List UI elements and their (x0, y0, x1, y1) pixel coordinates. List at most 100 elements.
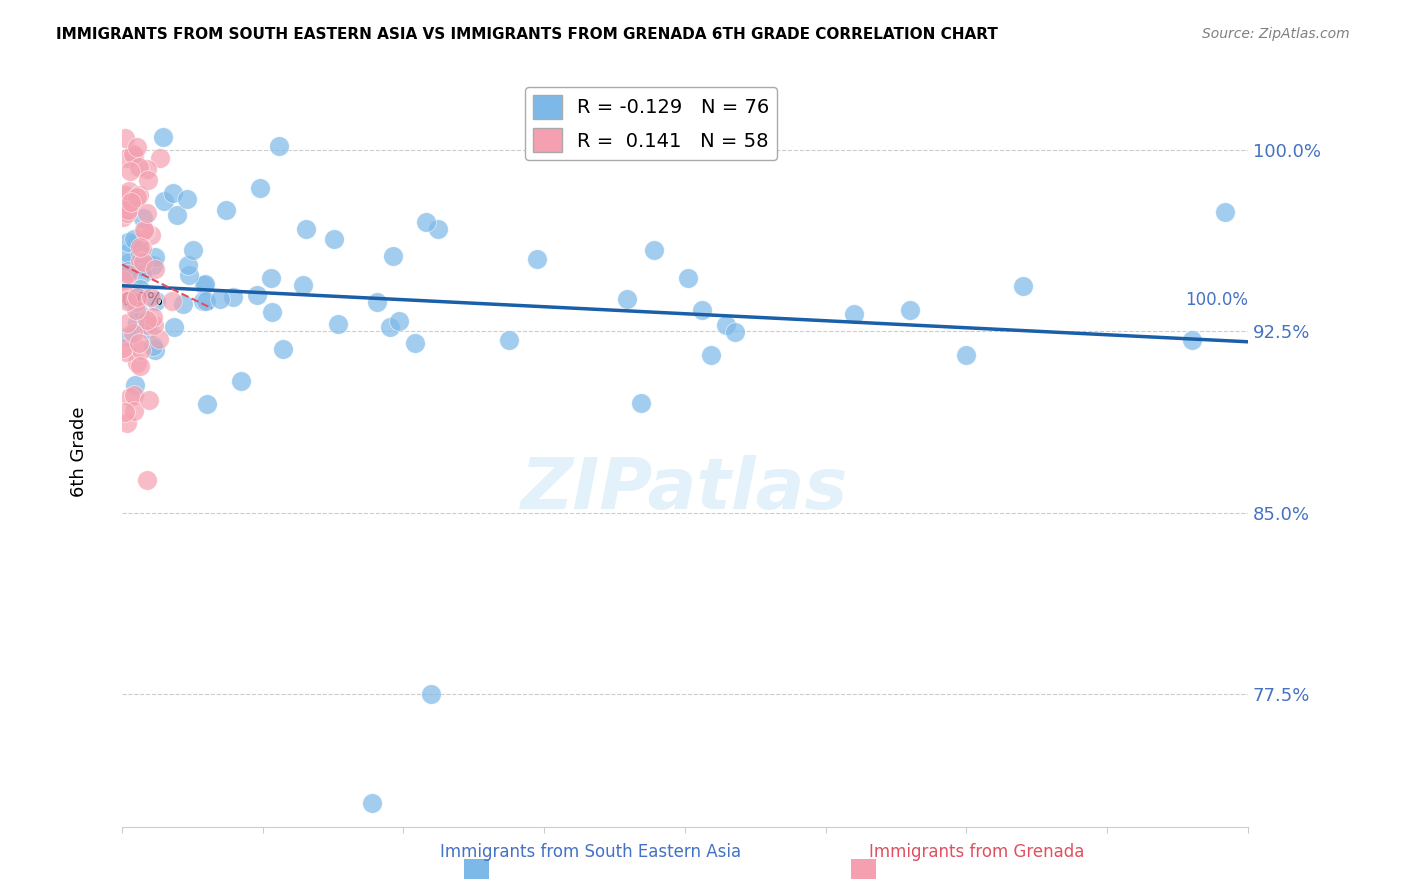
Point (630, 396, 652, 410)
Point (142, 310, 165, 325)
Point (177, 258, 200, 272)
Text: 100.0%: 100.0% (1185, 291, 1249, 309)
Point (163, 319, 186, 334)
Point (128, 161, 150, 175)
Point (139, 228, 162, 243)
Point (208, 292, 231, 306)
Point (676, 271, 699, 285)
Point (269, 138, 291, 153)
Point (132, 211, 155, 225)
Point (129, 343, 152, 358)
Point (122, 326, 145, 341)
Point (149, 151, 172, 165)
Point (132, 255, 155, 269)
Point (143, 250, 166, 264)
Point (426, 222, 449, 236)
Point (141, 290, 163, 304)
Text: Immigrants from South Eastern Asia: Immigrants from South Eastern Asia (440, 843, 741, 861)
Point (122, 232, 145, 246)
Y-axis label: 6th Grade: 6th Grade (70, 407, 89, 498)
Point (690, 302, 713, 317)
Point (295, 222, 318, 236)
Point (127, 235, 149, 249)
Point (114, 131, 136, 145)
Point (142, 258, 165, 272)
Point (222, 290, 245, 304)
Point (215, 203, 238, 218)
Point (177, 268, 200, 283)
Point (260, 270, 283, 285)
Point (249, 180, 271, 194)
Point (114, 405, 136, 419)
Point (166, 208, 188, 222)
Point (129, 282, 152, 296)
Point (128, 359, 150, 373)
Point (117, 256, 139, 270)
Point (117, 151, 139, 165)
Point (112, 286, 135, 301)
Point (134, 223, 156, 237)
Point (117, 328, 139, 343)
Point (122, 387, 145, 401)
Point (131, 267, 153, 281)
Text: 0.0%: 0.0% (122, 291, 165, 309)
Point (162, 186, 184, 200)
Legend: R = -0.129   N = 76, R =  0.141   N = 58: R = -0.129 N = 76, R = 0.141 N = 58 (524, 87, 778, 160)
Point (128, 187, 150, 202)
Point (246, 288, 269, 302)
Point (616, 292, 638, 306)
Text: Immigrants from Grenada: Immigrants from Grenada (869, 843, 1085, 861)
Point (229, 374, 252, 388)
Point (125, 356, 148, 370)
Point (122, 149, 145, 163)
Point (128, 306, 150, 320)
Point (134, 224, 156, 238)
Point (120, 163, 142, 178)
Point (117, 245, 139, 260)
Point (153, 194, 176, 208)
Point (114, 188, 136, 202)
Point (143, 318, 166, 333)
Point (271, 342, 294, 356)
Point (112, 211, 135, 225)
Point (195, 397, 218, 411)
Point (714, 318, 737, 333)
Point (117, 203, 139, 218)
Point (117, 267, 139, 281)
Point (176, 192, 198, 206)
Point (114, 345, 136, 359)
Point (145, 294, 167, 309)
Text: Source: ZipAtlas.com: Source: ZipAtlas.com (1202, 27, 1350, 41)
Point (404, 335, 426, 350)
Point (129, 259, 152, 273)
Point (129, 253, 152, 268)
Point (136, 206, 159, 220)
Point (148, 332, 170, 346)
Point (143, 343, 166, 357)
Point (195, 293, 218, 308)
Point (125, 303, 148, 318)
Point (115, 197, 138, 211)
Point (121, 193, 143, 207)
Point (136, 172, 159, 186)
Point (1213, 205, 1236, 219)
Point (135, 313, 157, 327)
Point (115, 316, 138, 330)
Point (127, 316, 149, 330)
Point (420, 687, 443, 701)
Point (366, 295, 388, 310)
Point (181, 243, 204, 257)
Point (118, 390, 141, 404)
Point (117, 235, 139, 249)
Point (415, 215, 437, 229)
Point (127, 290, 149, 304)
Point (162, 293, 184, 308)
Point (191, 293, 214, 308)
Point (262, 304, 284, 318)
Point (136, 318, 159, 333)
Point (361, 796, 384, 810)
Point (125, 190, 148, 204)
Point (382, 248, 405, 262)
Point (125, 294, 148, 309)
Point (143, 262, 166, 277)
